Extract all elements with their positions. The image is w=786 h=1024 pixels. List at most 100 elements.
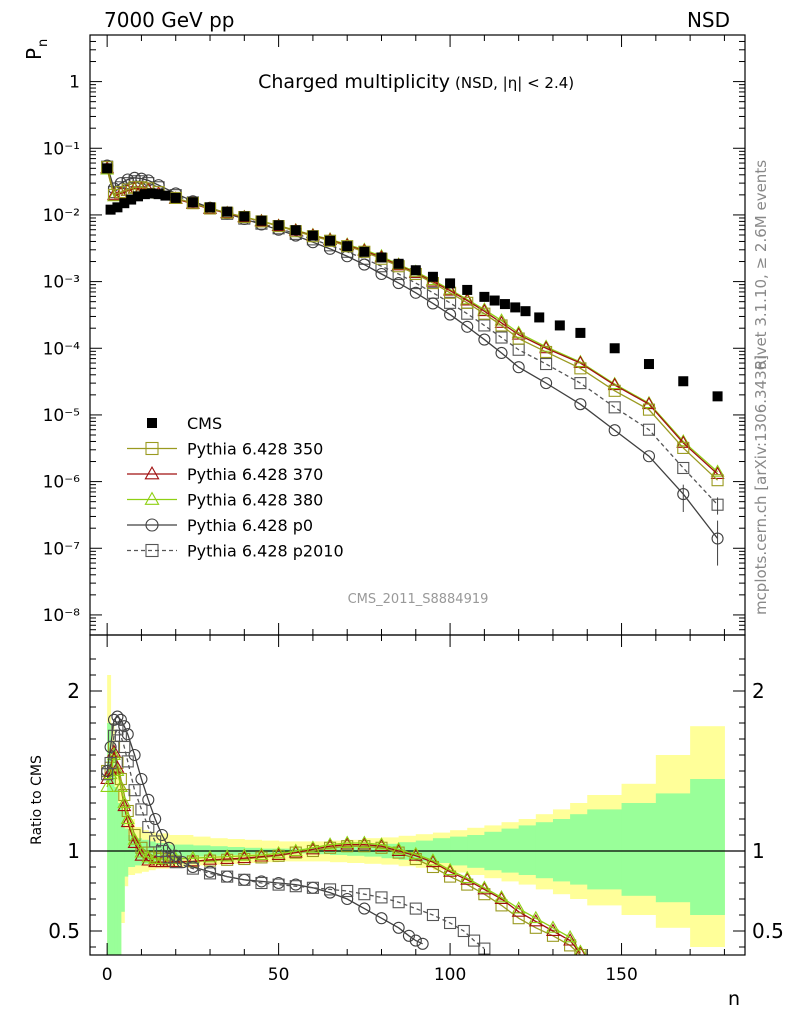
marker — [145, 441, 159, 456]
marker — [169, 849, 182, 862]
marker — [149, 812, 162, 826]
marker — [534, 312, 545, 323]
marker — [391, 841, 406, 855]
marker — [187, 197, 198, 208]
marker — [427, 271, 438, 282]
marker — [392, 921, 405, 934]
legend-item: Pythia 6.428 p2010 — [127, 542, 344, 561]
marker — [176, 856, 189, 869]
series-p0 — [101, 159, 724, 545]
energy-label: 7000 GeV pp — [104, 8, 235, 32]
marker — [134, 845, 149, 858]
marker — [222, 206, 233, 217]
marker — [237, 850, 252, 864]
y-tick-label: 10⁻⁴ — [43, 339, 81, 359]
legend-label: CMS — [187, 414, 222, 433]
series-p2010 — [101, 723, 491, 955]
series-data — [102, 163, 723, 402]
marker — [359, 246, 370, 257]
marker — [155, 851, 170, 864]
y-tick-label: 10⁻⁷ — [43, 539, 81, 559]
band-stat — [120, 811, 125, 912]
marker — [121, 755, 134, 768]
marker — [238, 873, 251, 886]
marker — [609, 343, 620, 354]
marker — [376, 252, 387, 263]
ratio-y-axis-label: Ratio to CMS — [29, 755, 45, 845]
marker — [574, 944, 587, 955]
marker — [444, 916, 457, 930]
marker — [203, 849, 218, 863]
marker — [145, 518, 159, 532]
marker — [127, 835, 142, 848]
marker — [155, 828, 169, 842]
marker — [678, 376, 689, 387]
marker — [409, 286, 422, 299]
ratio-y-tick-label: 1 — [67, 839, 80, 863]
y-axis-label-sub: n — [36, 39, 51, 47]
marker — [563, 933, 578, 946]
marker — [144, 465, 160, 480]
marker — [323, 837, 338, 850]
marker — [148, 854, 163, 868]
x-tick-label: 100 — [434, 965, 466, 985]
marker — [142, 793, 155, 806]
marker — [340, 835, 355, 848]
marker — [273, 220, 284, 231]
marker — [443, 283, 458, 296]
marker — [563, 929, 578, 943]
marker — [409, 902, 422, 915]
marker — [642, 423, 656, 436]
band-stat — [114, 787, 118, 955]
marker — [499, 299, 510, 310]
marker — [443, 864, 458, 877]
band-stat — [107, 723, 112, 955]
legend: CMS Pythia 6.428 350 Pythia 6.428 370 Pythi… — [127, 414, 344, 561]
marker — [160, 190, 171, 201]
marker — [149, 835, 162, 848]
band-stat — [518, 825, 537, 875]
marker — [358, 258, 371, 271]
legend-label: Pythia 6.428 p0 — [187, 516, 313, 535]
marker — [162, 851, 175, 864]
marker — [126, 194, 137, 205]
marker — [148, 851, 163, 864]
marker — [416, 937, 429, 950]
marker — [325, 235, 336, 246]
marker — [117, 798, 132, 812]
legend-label: Pythia 6.428 380 — [187, 491, 323, 510]
marker — [410, 265, 421, 276]
band-stat — [655, 793, 691, 903]
marker — [114, 713, 127, 726]
marker — [120, 814, 135, 828]
marker — [495, 319, 508, 332]
marker — [426, 908, 439, 922]
marker — [607, 377, 622, 391]
marker — [205, 202, 216, 213]
y-tick-label: 10⁻³ — [43, 273, 80, 293]
marker — [107, 188, 121, 201]
marker — [111, 723, 124, 736]
marker — [540, 345, 553, 359]
marker — [358, 902, 371, 915]
mcplots-info: mcplots.cern.ch [arXiv:1306.3436] — [752, 355, 770, 615]
marker — [107, 713, 121, 726]
marker — [444, 296, 457, 309]
marker — [477, 303, 492, 317]
marker — [107, 747, 121, 760]
marker — [341, 240, 354, 253]
marker — [305, 840, 320, 853]
marker — [461, 320, 474, 333]
ratio-plot — [90, 675, 745, 955]
marker — [107, 729, 121, 742]
marker — [102, 163, 113, 174]
marker — [494, 891, 509, 904]
marker — [460, 870, 475, 884]
marker — [375, 912, 388, 925]
main-plot — [100, 159, 725, 566]
marker — [120, 811, 135, 824]
y-tick-label: 10⁻² — [43, 206, 80, 226]
band-stat — [124, 828, 129, 877]
marker — [392, 277, 405, 290]
marker — [444, 308, 457, 321]
